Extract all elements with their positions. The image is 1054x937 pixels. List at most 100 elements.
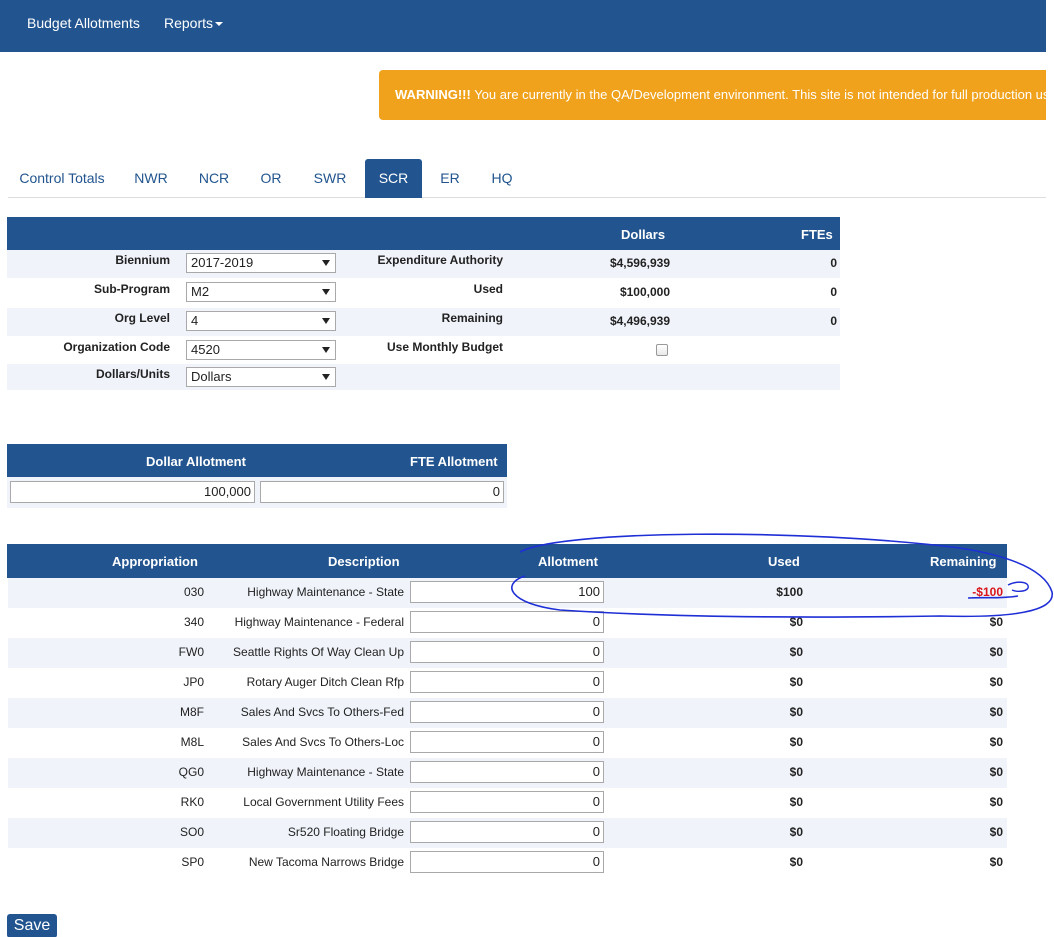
used-label: Used [473, 282, 503, 296]
biennium-label: Biennium [115, 253, 170, 267]
remaining-header: Remaining [930, 554, 997, 569]
organization-code-value: 4520 [191, 342, 220, 357]
remaining-value: $0 [989, 765, 1003, 779]
tab-er[interactable]: ER [440, 170, 460, 186]
description-header: Description [328, 554, 400, 569]
used-value: $100 [776, 585, 803, 599]
org-level-value: 4 [191, 313, 199, 328]
tab-control-totals[interactable]: Control Totals [19, 170, 105, 186]
summary-row-band [7, 364, 840, 390]
used-value: $0 [789, 735, 803, 749]
allotment-input[interactable]: 0 [410, 701, 604, 723]
dollars-units-value: Dollars [191, 369, 232, 384]
appropriation-description: Local Government Utility Fees [243, 795, 404, 809]
annotation-scribble [1007, 581, 1029, 593]
tab-scr[interactable]: SCR [365, 159, 422, 198]
used-ftes: 0 [830, 285, 837, 299]
appropriation-code: QG0 [178, 765, 204, 779]
remaining-ftes: 0 [830, 314, 837, 328]
dropdown-arrow-icon [322, 347, 330, 353]
appropriation-description: Sales And Svcs To Others-Fed [240, 705, 404, 719]
dollar-allotment-header: Dollar Allotment [146, 454, 246, 469]
nav-reports-dropdown[interactable]: Reports [164, 15, 224, 31]
tab-nwr[interactable]: NWR [134, 170, 168, 186]
used-value: $0 [789, 825, 803, 839]
remaining-value: $0 [989, 705, 1003, 719]
appropriation-code: SP0 [181, 855, 204, 869]
summary-header: Dollars FTEs [7, 217, 840, 250]
organization-code-label: Organization Code [63, 340, 170, 354]
appropriations-header: Appropriation Description Allotment Used… [7, 544, 1007, 578]
allotment-input[interactable]: 0 [410, 641, 604, 663]
tab-ncr[interactable]: NCR [198, 170, 230, 186]
allotment-input[interactable]: 100 [410, 581, 604, 603]
appropriation-code: JP0 [183, 675, 204, 689]
expenditure-authority-label: Expenditure Authority [377, 253, 503, 267]
appropriation-code: M8F [180, 705, 204, 719]
dropdown-arrow-icon [322, 289, 330, 295]
sub-program-value: M2 [191, 284, 210, 299]
table-row: FW0 Seattle Rights Of Way Clean Up 0 $0 … [8, 638, 1007, 668]
allotment-input[interactable]: 0 [410, 791, 604, 813]
dropdown-arrow-icon [322, 318, 330, 324]
dollars-header: Dollars [621, 227, 666, 242]
warning-text: You are currently in the QA/Development … [470, 87, 1046, 102]
allotment-input[interactable]: 0 [410, 611, 604, 633]
use-monthly-budget-label: Use Monthly Budget [387, 340, 503, 354]
use-monthly-budget-checkbox[interactable] [656, 344, 668, 356]
fte-allotment-header: FTE Allotment [410, 454, 498, 469]
appropriation-header: Appropriation [112, 554, 198, 569]
fte-allotment-input[interactable]: 0 [260, 481, 504, 503]
allotment-header-col: Allotment [538, 554, 598, 569]
summary-row-band [7, 250, 840, 278]
remaining-value: $0 [989, 645, 1003, 659]
appropriation-code: 030 [183, 585, 204, 599]
appropriation-description: Seattle Rights Of Way Clean Up [233, 645, 404, 659]
appropriation-code: SO0 [179, 825, 204, 839]
used-value: $0 [789, 705, 803, 719]
used-value: $0 [789, 645, 803, 659]
table-row: M8F Sales And Svcs To Others-Fed 0 $0 $0 [8, 698, 1007, 728]
dropdown-arrow-icon [322, 374, 330, 380]
dollar-allotment-input[interactable]: 100,000 [10, 481, 255, 503]
remaining-value: $0 [989, 615, 1003, 629]
remaining-dollars: $4,496,939 [609, 314, 670, 328]
org-level-select[interactable]: 4 [186, 311, 336, 331]
appropriation-description: Highway Maintenance - Federal [234, 615, 404, 629]
ftes-header: FTEs [801, 227, 833, 242]
save-button[interactable]: Save [7, 914, 57, 937]
remaining-value: -$100 [972, 585, 1003, 599]
appropriation-description: Highway Maintenance - State [247, 585, 404, 599]
used-value: $0 [789, 795, 803, 809]
appropriation-description: New Tacoma Narrows Bridge [248, 855, 404, 869]
allotment-input[interactable]: 0 [410, 731, 604, 753]
organization-code-select[interactable]: 4520 [186, 340, 336, 360]
nav-budget-allotments[interactable]: Budget Allotments [27, 15, 140, 31]
expenditure-authority-ftes: 0 [830, 256, 837, 270]
dollars-units-select[interactable]: Dollars [186, 367, 336, 387]
appropriation-code: FW0 [178, 645, 204, 659]
table-row: 030 Highway Maintenance - State 100 $100… [8, 578, 1007, 608]
allotment-input[interactable]: 0 [410, 671, 604, 693]
allotment-input[interactable]: 0 [410, 851, 604, 873]
tab-or[interactable]: OR [260, 170, 282, 186]
environment-warning: WARNING!!! You are currently in the QA/D… [379, 70, 1046, 120]
tab-hq[interactable]: HQ [491, 170, 513, 186]
biennium-select[interactable]: 2017-2019 [186, 253, 336, 273]
nav-reports-label: Reports [164, 15, 214, 31]
appropriation-description: Sr520 Floating Bridge [287, 825, 404, 839]
used-header: Used [768, 554, 800, 569]
table-row: SP0 New Tacoma Narrows Bridge 0 $0 $0 [8, 848, 1007, 878]
allotment-input[interactable]: 0 [410, 761, 604, 783]
tab-swr[interactable]: SWR [313, 170, 347, 186]
allotment-input[interactable]: 0 [410, 821, 604, 843]
table-row: SO0 Sr520 Floating Bridge 0 $0 $0 [8, 818, 1007, 848]
org-level-label: Org Level [114, 311, 170, 325]
sub-program-select[interactable]: M2 [186, 282, 336, 302]
appropriation-code: M8L [180, 735, 204, 749]
caret-down-icon [215, 22, 224, 27]
table-row: RK0 Local Government Utility Fees 0 $0 $… [8, 788, 1007, 818]
summary-row-band [7, 308, 840, 336]
used-value: $0 [789, 765, 803, 779]
table-row: JP0 Rotary Auger Ditch Clean Rfp 0 $0 $0 [8, 668, 1007, 698]
